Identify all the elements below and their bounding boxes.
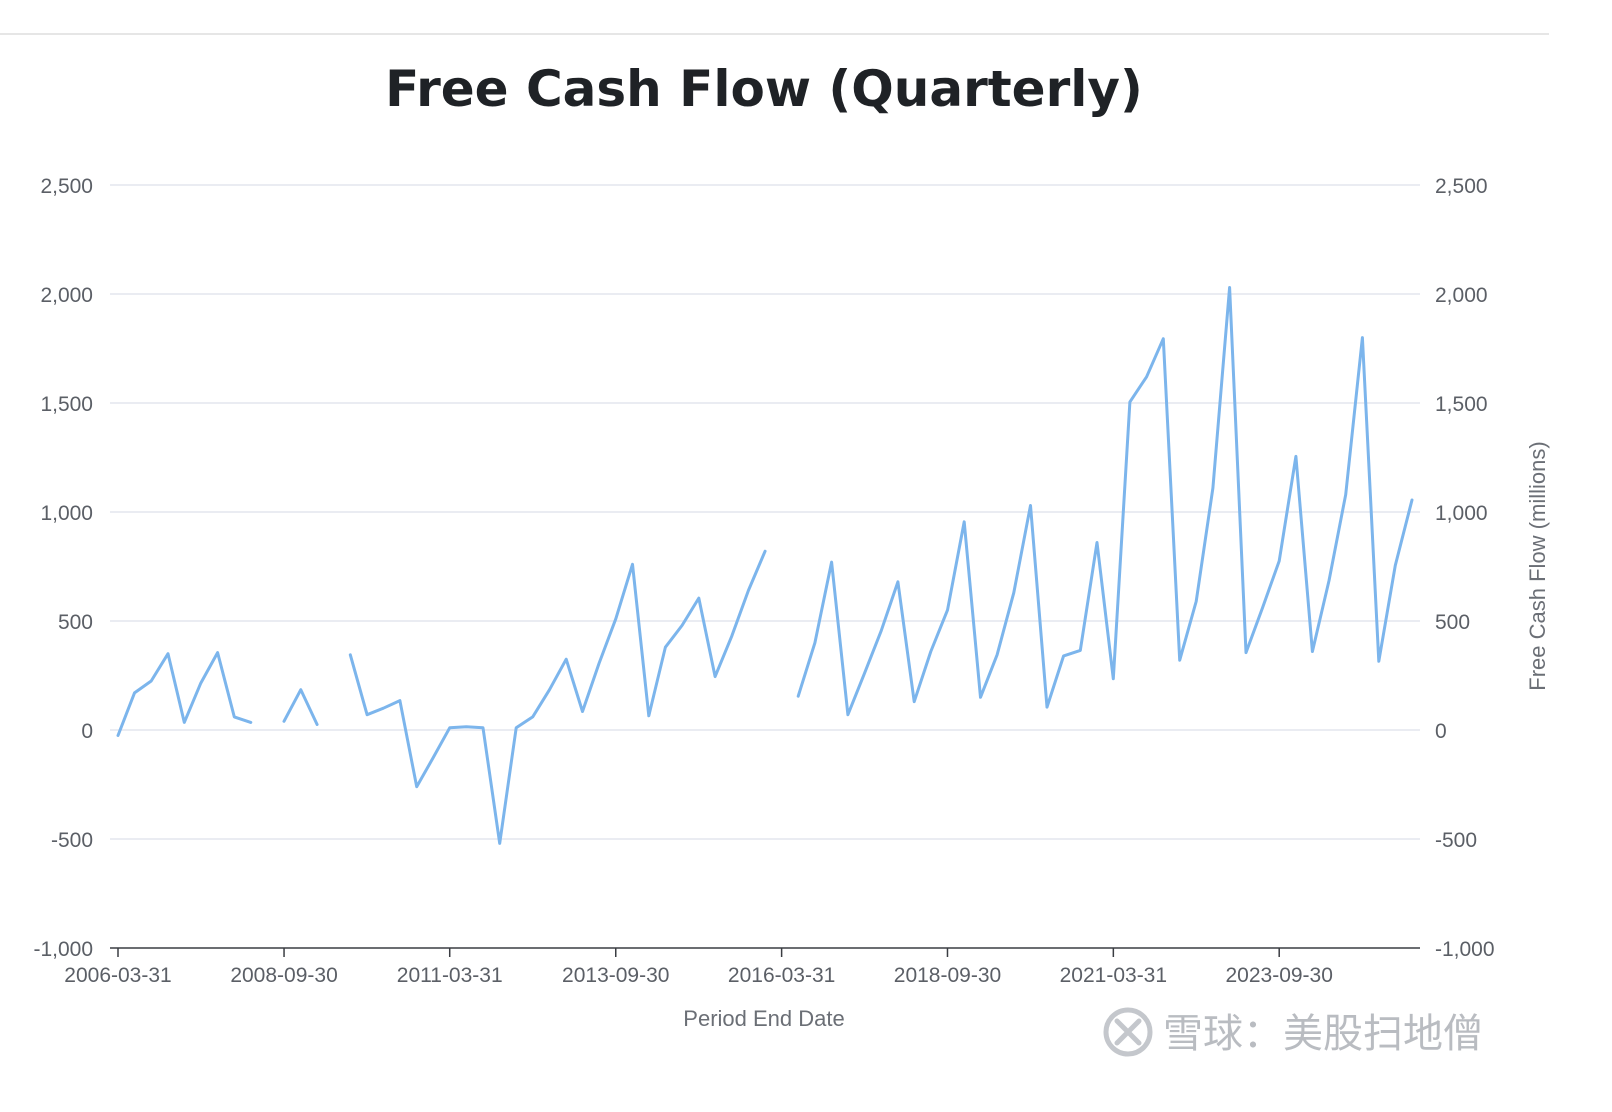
y-tick-label-left: 2,500 (40, 175, 93, 198)
x-tick-label: 2023-09-30 (1225, 964, 1332, 987)
y-tick-label-right: -1,000 (1435, 938, 1495, 961)
watermark: 雪球：美股扫地僧 (1103, 1007, 1483, 1057)
x-tick-label: 2008-09-30 (230, 964, 337, 987)
x-tick-label: 2018-09-30 (894, 964, 1001, 987)
y-tick-label-right: 500 (1435, 611, 1470, 634)
series-line (116, 286, 1414, 845)
x-tick-label: 2011-03-31 (397, 964, 503, 987)
y-tick-label-right: 1,500 (1435, 393, 1488, 416)
y-tick-label-left: 2,000 (40, 284, 93, 307)
y-tick-label-right: 2,000 (1435, 284, 1488, 307)
x-tick-label: 2016-03-31 (728, 964, 835, 987)
y-tick-label-right: -500 (1435, 829, 1477, 852)
y-tick-label-right: 0 (1435, 720, 1447, 743)
y-tick-label-right: 1,000 (1435, 502, 1488, 525)
x-axis-title: Period End Date (683, 1006, 844, 1031)
series-free-cash-flow (116, 286, 1414, 845)
x-tick-label: 2021-03-31 (1060, 964, 1167, 987)
y-tick-label-left: -1,000 (33, 938, 93, 961)
y-tick-label-left: 0 (81, 720, 93, 743)
y-tick-label-left: 1,500 (40, 393, 93, 416)
y-tick-label-left: 1,000 (40, 502, 93, 525)
x-tick-label: 2006-03-31 (64, 964, 171, 987)
x-axis-ticks: 2006-03-31 2008-09-30 2011-03-31 2013-09-30… (64, 948, 1333, 987)
y-tick-label-left: -500 (51, 829, 93, 852)
chart-title: Free Cash Flow (Quarterly) (385, 60, 1143, 118)
right-y-axis-title: Free Cash Flow (millions) (1525, 441, 1550, 690)
gridlines (110, 184, 1420, 840)
left-y-axis-labels: -1,000 -500 0 500 1,000 1,500 2,000 2,500 (33, 175, 93, 961)
watermark-text: 雪球：美股扫地僧 (1163, 1011, 1483, 1057)
y-tick-label-left: 500 (58, 611, 93, 634)
right-y-axis-labels: -1,000 -500 0 500 1,000 1,500 2,000 2,500 (1435, 175, 1495, 961)
snowball-logo-icon (1103, 1007, 1153, 1057)
y-tick-label-right: 2,500 (1435, 175, 1488, 198)
x-tick-label: 2013-09-30 (562, 964, 669, 987)
top-divider (0, 33, 1549, 35)
